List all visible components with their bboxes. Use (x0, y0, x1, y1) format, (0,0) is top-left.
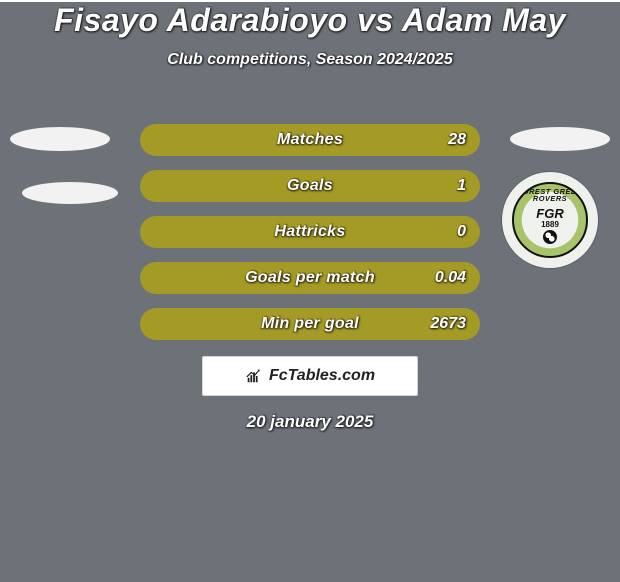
stat-bar-goals-per-match: Goals per match 0.04 (140, 262, 480, 294)
card-subtitle: Club competitions, Season 2024/2025 (0, 51, 620, 69)
badge-ball-icon (543, 230, 557, 244)
bar-chart-icon (245, 367, 263, 385)
stat-value: 28 (448, 131, 466, 149)
badge-initials: FGR (514, 206, 586, 221)
stat-value: 1 (457, 177, 466, 195)
player2-club-badge: FOREST GREEN ROVERS FGR 1889 (502, 172, 598, 268)
comparison-card: Fisayo Adarabioyo vs Adam May Club compe… (0, 2, 620, 582)
club-badge-inner: FOREST GREEN ROVERS FGR 1889 (512, 182, 588, 258)
stat-label: Matches (277, 131, 343, 149)
stat-label: Goals (287, 177, 333, 195)
stat-bar-goals: Goals 1 (140, 170, 480, 202)
fctables-watermark: FcTables.com (202, 356, 418, 396)
stat-value: 0.04 (435, 269, 466, 287)
card-title: Fisayo Adarabioyo vs Adam May (0, 2, 620, 39)
stat-label: Min per goal (261, 315, 359, 333)
stat-bar-min-per-goal: Min per goal 2673 (140, 308, 480, 340)
badge-club-name: FOREST GREEN ROVERS (512, 189, 588, 203)
player1-photo-placeholder (10, 127, 110, 151)
player2-photo-placeholder (510, 127, 610, 151)
stat-bar-matches: Matches 28 (140, 124, 480, 156)
stat-bar-hattricks: Hattricks 0 (140, 216, 480, 248)
stat-label: Hattricks (274, 223, 345, 241)
stat-value: 0 (457, 223, 466, 241)
badge-year: 1889 (514, 220, 586, 229)
stat-label: Goals per match (245, 269, 375, 287)
player1-club-placeholder (22, 182, 118, 204)
stat-value: 2673 (430, 315, 466, 333)
fctables-label: FcTables.com (269, 367, 375, 385)
card-date: 20 january 2025 (0, 412, 620, 432)
stat-bars: Matches 28 Goals 1 Hattricks 0 Goals per… (140, 124, 480, 354)
